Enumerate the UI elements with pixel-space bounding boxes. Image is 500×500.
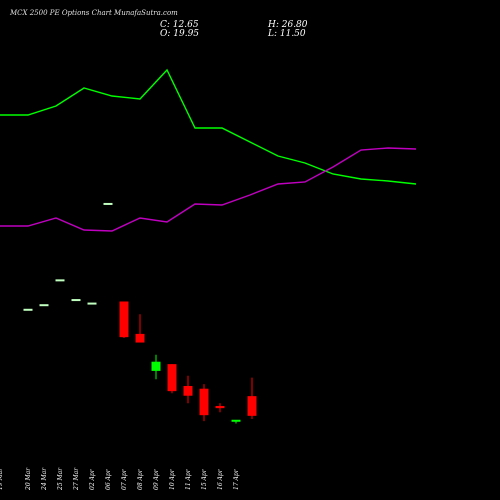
x-tick-label: 06 Apr bbox=[105, 468, 112, 490]
open-value: O: 19.95 bbox=[160, 29, 200, 39]
overlay-line-2 bbox=[0, 147, 417, 232]
x-tick-label: 19 Mar bbox=[0, 467, 4, 490]
candle-body bbox=[199, 388, 209, 416]
candle-body bbox=[87, 302, 97, 305]
x-tick-label: 20 Mar bbox=[25, 467, 32, 491]
high-value: H: 26.80 bbox=[268, 20, 308, 30]
candle-body bbox=[71, 299, 81, 302]
candle-body bbox=[55, 279, 65, 282]
low-value: L: 11.50 bbox=[268, 29, 306, 39]
candle-body bbox=[247, 396, 257, 416]
x-tick-label: 07 Apr bbox=[121, 468, 128, 490]
candle-body bbox=[135, 333, 145, 343]
x-tick-label: 27 Mar bbox=[73, 467, 80, 491]
x-tick-label: 25 Mar bbox=[57, 467, 64, 491]
candle-body bbox=[39, 304, 49, 307]
overlay-line-1 bbox=[0, 68, 417, 185]
x-tick-label: 17 Apr bbox=[233, 468, 240, 490]
x-tick-label: 24 Mar bbox=[41, 467, 48, 491]
x-tick-label: 10 Apr bbox=[169, 468, 176, 490]
x-tick-label: 09 Apr bbox=[153, 468, 160, 490]
candle-body bbox=[119, 301, 129, 338]
candle-body bbox=[215, 405, 225, 409]
x-tick-label: 16 Apr bbox=[217, 468, 224, 490]
candle-body bbox=[103, 202, 113, 205]
chart-title: MCX 2500 PE Options Chart MunafaSutra.co… bbox=[10, 9, 178, 17]
close-value: C: 12.65 bbox=[160, 20, 199, 30]
candle-body bbox=[183, 386, 193, 396]
candle-body bbox=[151, 361, 161, 371]
candle-body bbox=[167, 364, 177, 392]
candle-body bbox=[23, 308, 33, 311]
x-tick-label: 02 Apr bbox=[89, 468, 96, 490]
x-tick-label: 11 Apr bbox=[185, 468, 192, 490]
candle-body bbox=[231, 419, 241, 422]
x-tick-label: 08 Apr bbox=[137, 468, 144, 490]
x-tick-label: 15 Apr bbox=[201, 468, 208, 490]
